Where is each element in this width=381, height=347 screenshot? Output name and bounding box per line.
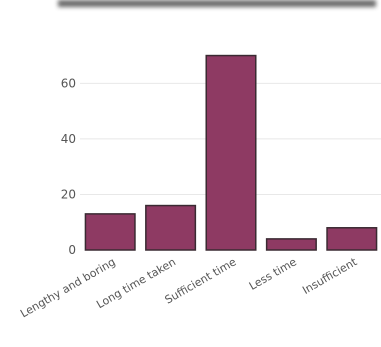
chart-title-cropped [58, 0, 376, 7]
bar-4[interactable] [326, 227, 378, 251]
bar-1[interactable] [145, 204, 197, 251]
bars [84, 54, 378, 251]
y-axis-ticks: 0 20 40 60 [61, 76, 76, 257]
x-tick-label: Insufficient [300, 255, 360, 297]
y-tick-label: 0 [68, 243, 76, 257]
x-tick-label: Lengthy and boring [18, 255, 118, 320]
y-tick-label: 40 [61, 132, 76, 146]
bar-2[interactable] [205, 54, 257, 251]
bar-3[interactable] [265, 238, 317, 251]
y-tick-label: 60 [61, 76, 76, 90]
x-tick-label: Less time [247, 255, 299, 293]
y-tick-label: 20 [61, 187, 76, 201]
bar-0[interactable] [84, 213, 136, 251]
